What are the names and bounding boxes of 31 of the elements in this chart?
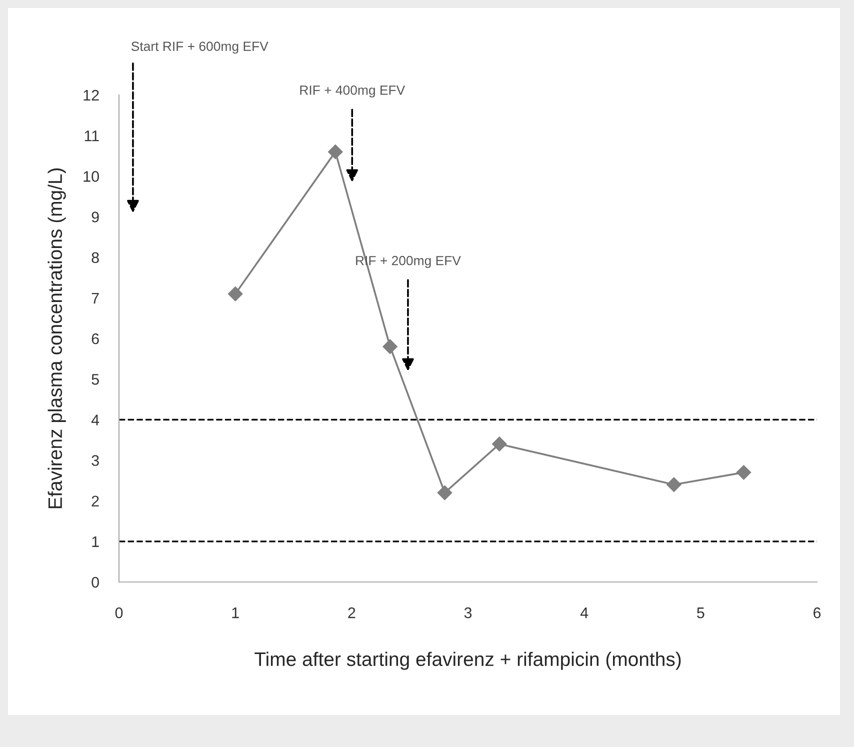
- annotation: RIF + 400mg EFV: [300, 85, 406, 98]
- y-axis-title: Efavirenz plasma concentrations (mg/L): [48, 168, 66, 508]
- y-tick-label: 11: [84, 130, 99, 142]
- y-tick-label: 10: [84, 171, 99, 182]
- point: [492, 436, 507, 452]
- y-tick-label: 9: [92, 212, 99, 222]
- y-tick-label: 4: [91, 414, 100, 426]
- y-tick-label: 0: [92, 576, 99, 588]
- x-tick-label: 1: [232, 608, 239, 618]
- y-tick-label: 2: [92, 496, 99, 506]
- point: [328, 144, 343, 160]
- point: [382, 339, 398, 354]
- y-tick-label: 8: [92, 252, 99, 264]
- text: Start RIF + 600mg EFV: [131, 42, 268, 54]
- y-tick-label: 12: [84, 90, 99, 101]
- y-tick-label: 7: [92, 292, 99, 304]
- x-tick-label: 3: [464, 607, 472, 618]
- y-tick-label: 3: [92, 455, 99, 466]
- x-tick-label: 0: [115, 607, 123, 618]
- x-tick-label: 4: [580, 608, 588, 618]
- point: [736, 465, 752, 480]
- x-tick-label: 6: [814, 607, 821, 618]
- y-tick-label: 1: [92, 536, 99, 547]
- point: [437, 485, 452, 500]
- x-tick-label: 5: [697, 608, 704, 618]
- y-tick-label: 5: [92, 374, 99, 385]
- point: [228, 286, 243, 302]
- x-tick-label: 2: [348, 607, 356, 618]
- x-axis-title: Time after starting efavirenz + rifampicin (months): [254, 652, 681, 670]
- y-tick-label: 6: [92, 333, 99, 344]
- point: [666, 477, 682, 492]
